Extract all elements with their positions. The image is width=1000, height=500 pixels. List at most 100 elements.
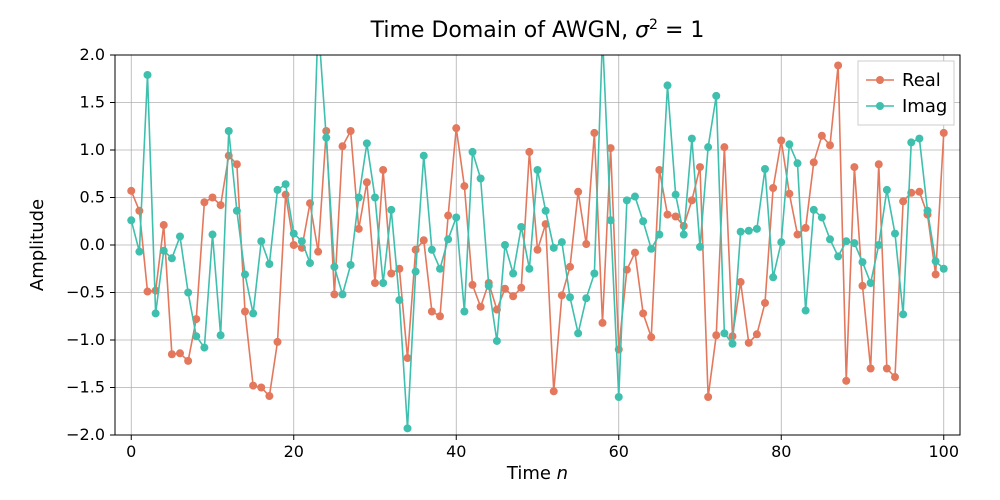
series-marker-imag [395, 296, 403, 304]
ytick-label: −2.0 [66, 425, 105, 444]
series-marker-imag [144, 71, 152, 79]
series-marker-imag [355, 194, 363, 202]
series-marker-real [696, 163, 704, 171]
series-marker-imag [737, 228, 745, 236]
series-marker-real [826, 141, 834, 149]
xtick-label: 20 [284, 442, 304, 461]
series-marker-real [940, 129, 948, 137]
series-marker-imag [420, 152, 428, 160]
series-marker-imag [306, 259, 314, 267]
series-marker-real [590, 129, 598, 137]
series-marker-imag [404, 424, 412, 432]
series-marker-imag [729, 340, 737, 348]
series-marker-imag [680, 231, 688, 239]
series-marker-imag [436, 265, 444, 273]
series-marker-real [477, 303, 485, 311]
series-marker-real [184, 357, 192, 365]
series-marker-imag [298, 237, 306, 245]
legend-marker [876, 102, 884, 110]
series-marker-real [127, 187, 135, 195]
series-marker-imag [907, 138, 915, 146]
series-marker-real [582, 240, 590, 248]
series-marker-real [444, 212, 452, 220]
chart-container: 020406080100−2.0−1.5−1.0−0.50.00.51.01.5… [0, 0, 1000, 500]
x-axis-label: Time n [506, 463, 568, 484]
series-marker-imag [639, 217, 647, 225]
series-marker-imag [249, 309, 257, 317]
series-marker-real [850, 163, 858, 171]
series-marker-real [460, 182, 468, 190]
series-marker-real [274, 338, 282, 346]
series-marker-real [428, 308, 436, 316]
series-marker-real [509, 292, 517, 300]
series-marker-real [412, 246, 420, 254]
series-marker-imag [550, 244, 558, 252]
series-marker-real [257, 384, 265, 392]
series-marker-real [769, 184, 777, 192]
series-marker-real [834, 61, 842, 69]
ytick-label: 0.0 [80, 235, 105, 254]
series-marker-real [745, 339, 753, 347]
series-marker-real [859, 282, 867, 290]
ytick-label: 1.5 [80, 93, 105, 112]
series-marker-imag [485, 282, 493, 290]
series-marker-imag [688, 135, 696, 143]
series-marker-real [785, 190, 793, 198]
series-marker-real [712, 331, 720, 339]
series-marker-real [899, 197, 907, 205]
series-marker-real [371, 279, 379, 287]
series-marker-real [915, 188, 923, 196]
legend: RealImag [858, 61, 954, 125]
series-marker-imag [469, 148, 477, 156]
ytick-label: 1.0 [80, 140, 105, 159]
series-marker-imag [127, 216, 135, 224]
series-marker-imag [672, 191, 680, 199]
series-marker-real [534, 246, 542, 254]
series-marker-imag [655, 231, 663, 239]
series-marker-real [241, 308, 249, 316]
series-marker-imag [891, 230, 899, 238]
series-marker-imag [785, 140, 793, 148]
series-marker-real [875, 160, 883, 168]
series-marker-real [290, 241, 298, 249]
series-marker-real [672, 213, 680, 221]
series-marker-real [233, 160, 241, 168]
series-marker-imag [290, 230, 298, 238]
series-marker-real [314, 248, 322, 256]
series-marker-real [664, 211, 672, 219]
series-marker-real [209, 194, 217, 202]
series-marker-imag [542, 207, 550, 215]
series-marker-imag [379, 279, 387, 287]
ytick-label: 0.5 [80, 188, 105, 207]
series-marker-imag [347, 261, 355, 269]
legend-label: Real [902, 70, 941, 91]
series-marker-imag [558, 238, 566, 246]
series-marker-imag [330, 263, 338, 271]
series-marker-real [265, 392, 273, 400]
series-marker-real [802, 224, 810, 232]
series-marker-imag [257, 237, 265, 245]
series-marker-imag [915, 135, 923, 143]
series-marker-real [379, 166, 387, 174]
series-marker-real [387, 270, 395, 278]
series-marker-imag [160, 247, 168, 255]
series-marker-real [883, 365, 891, 373]
series-marker-imag [200, 344, 208, 352]
series-marker-imag [623, 196, 631, 204]
series-marker-imag [509, 270, 517, 278]
series-marker-imag [745, 227, 753, 235]
series-marker-imag [135, 248, 143, 256]
series-marker-imag [339, 290, 347, 298]
series-marker-real [647, 333, 655, 341]
series-marker-real [842, 377, 850, 385]
series-marker-imag [493, 337, 501, 345]
series-marker-imag [794, 159, 802, 167]
series-marker-imag [810, 206, 818, 214]
series-marker-real [753, 330, 761, 338]
series-marker-real [249, 382, 257, 390]
series-marker-real [777, 137, 785, 145]
series-marker-real [818, 132, 826, 140]
series-marker-real [704, 393, 712, 401]
series-marker-imag [412, 268, 420, 276]
series-marker-imag [241, 270, 249, 278]
